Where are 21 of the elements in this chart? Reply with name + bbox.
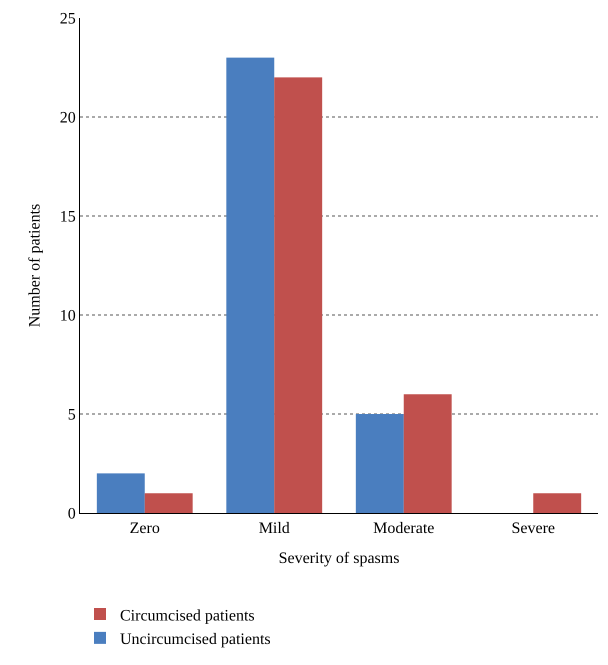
- bar: [356, 414, 404, 513]
- x-tick-label: Moderate: [373, 520, 434, 538]
- y-tick-label: 15: [60, 208, 76, 226]
- y-tick-label: 10: [60, 308, 76, 325]
- bar: [274, 77, 322, 513]
- bar: [96, 473, 145, 513]
- x-tick-label: Severe: [511, 520, 556, 538]
- y-axis-title: Number of patients: [26, 204, 44, 328]
- bar: [533, 493, 582, 513]
- x-tick-label: Mild: [258, 520, 290, 538]
- y-tick-label: 0: [68, 506, 76, 523]
- y-tick-label: 20: [60, 110, 76, 127]
- x-tick-label: Zero: [130, 520, 160, 538]
- y-tick-label: 25: [60, 10, 76, 28]
- legend-label: Uncircumcised patients: [120, 631, 271, 648]
- legend-label: Circumcised patients: [120, 607, 255, 624]
- y-tick-label: 5: [68, 406, 76, 424]
- bar: [404, 394, 452, 513]
- bar: [144, 493, 193, 513]
- bar: [226, 58, 274, 513]
- x-axis-title: Severity of spasms: [278, 550, 400, 567]
